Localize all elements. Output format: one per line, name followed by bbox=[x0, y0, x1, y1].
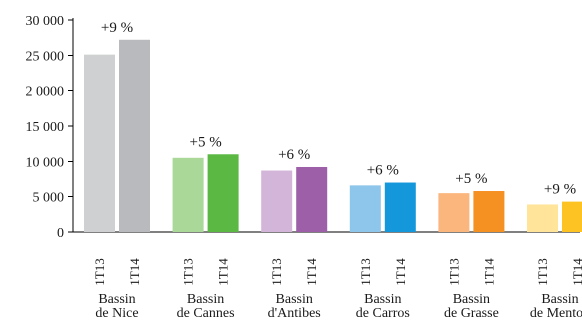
period-label: 1T13 bbox=[92, 258, 107, 285]
bar-1T13-0 bbox=[84, 54, 115, 233]
period-label: 1T14 bbox=[216, 258, 231, 286]
y-tick-label: 15 000 bbox=[26, 120, 65, 135]
period-label: 1T13 bbox=[358, 258, 373, 285]
bar-1T13-3 bbox=[349, 185, 381, 232]
bar-1T14-5 bbox=[562, 201, 582, 232]
y-tick-label: 0 bbox=[57, 226, 64, 241]
period-labels: 1T13 1T14 1T13 1T14 1T13 1T14 1T13 1T14 1T13 1T14… bbox=[92, 258, 582, 286]
bar-1T14-2 bbox=[296, 166, 328, 232]
group-label-line1: Bassin bbox=[98, 292, 135, 307]
bars bbox=[84, 39, 582, 233]
group-label-line1: Bassin bbox=[276, 292, 313, 307]
group-label-line2: de Menton bbox=[530, 306, 582, 321]
growth-annotation: +9 % bbox=[544, 182, 576, 198]
group-label-line2: d'Antibes bbox=[268, 306, 321, 321]
group-label-line1: Bassin bbox=[541, 292, 578, 307]
period-label: 1T14 bbox=[481, 258, 496, 286]
period-label: 1T13 bbox=[535, 258, 550, 285]
period-label: 1T14 bbox=[393, 258, 408, 286]
period-label: 1T13 bbox=[181, 258, 196, 285]
group-label-line2: de Nice bbox=[95, 306, 138, 321]
growth-annotation: +5 % bbox=[455, 171, 487, 187]
bar-1T13-1 bbox=[172, 157, 204, 232]
growth-annotation: +6 % bbox=[367, 163, 399, 179]
period-label: 1T13 bbox=[446, 258, 461, 285]
bar-1T14-3 bbox=[384, 182, 416, 232]
bar-1T14-0 bbox=[119, 39, 150, 232]
group-label-line2: de Grasse bbox=[444, 306, 499, 321]
y-tick-label: 30 000 bbox=[26, 14, 65, 29]
group-label-line1: Bassin bbox=[187, 292, 224, 307]
group-label-line1: Bassin bbox=[453, 292, 490, 307]
bar-1T13-5 bbox=[527, 204, 558, 232]
y-tick-label: 5 000 bbox=[33, 191, 65, 206]
period-label: 1T14 bbox=[304, 258, 319, 286]
bar-1T13-4 bbox=[438, 193, 470, 232]
growth-annotation: +5 % bbox=[189, 134, 221, 150]
group-label-line1: Bassin bbox=[364, 292, 401, 307]
period-label: 1T14 bbox=[127, 258, 142, 286]
bar-1T14-4 bbox=[473, 191, 505, 232]
period-label: 1T13 bbox=[269, 258, 284, 285]
y-tick-label: 25 000 bbox=[26, 49, 65, 64]
growth-annotation: +9 % bbox=[101, 20, 133, 36]
group-label-line2: de Carros bbox=[356, 306, 410, 321]
bar-1T14-1 bbox=[207, 154, 239, 232]
y-tick-label: 2 0000 bbox=[26, 85, 65, 100]
growth-annotation: +6 % bbox=[278, 147, 310, 163]
period-label: 1T14 bbox=[570, 258, 582, 286]
annotations: +9 % +5 % +6 % +6 % +5 % +9 % bbox=[101, 20, 576, 198]
bar-1T13-2 bbox=[261, 170, 293, 232]
group-label-line2: de Cannes bbox=[177, 306, 235, 321]
y-tick-label: 10 000 bbox=[26, 155, 65, 170]
y-axis: 0 5 000 10 000 15 000 2 0000 25 000 30 000 bbox=[26, 14, 580, 241]
